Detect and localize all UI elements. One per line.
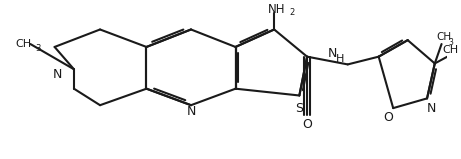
Text: O: O (384, 111, 393, 124)
Text: 3: 3 (35, 44, 41, 53)
Text: NH: NH (267, 3, 285, 16)
Text: CH: CH (437, 32, 452, 42)
Text: N: N (186, 105, 195, 118)
Text: O: O (302, 118, 312, 131)
Text: CH: CH (15, 39, 31, 49)
Text: 2: 2 (290, 8, 295, 17)
Text: H: H (336, 54, 344, 64)
Text: N: N (328, 47, 337, 60)
Text: 3: 3 (449, 38, 453, 47)
Text: N: N (427, 102, 437, 115)
Text: S: S (296, 102, 303, 115)
Text: N: N (53, 68, 62, 81)
Text: CH: CH (443, 45, 459, 55)
